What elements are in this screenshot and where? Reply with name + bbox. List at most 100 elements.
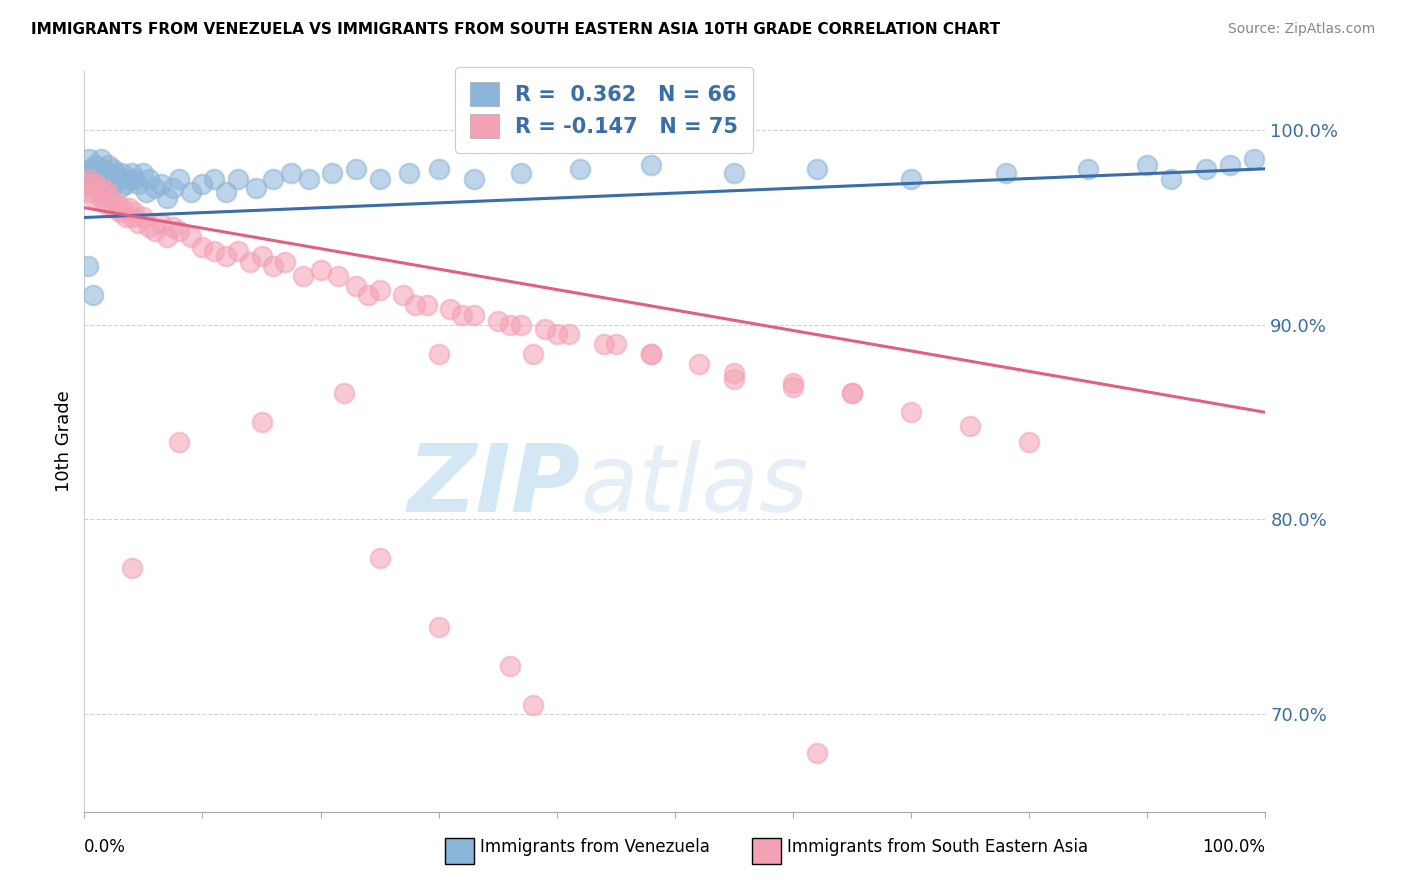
Point	[274, 255, 297, 269]
Point	[298, 171, 321, 186]
Point	[77, 152, 100, 166]
Point	[143, 224, 166, 238]
Point	[557, 327, 579, 342]
Point	[111, 166, 134, 180]
Point	[226, 244, 249, 258]
Point	[344, 278, 367, 293]
Point	[368, 171, 391, 186]
Point	[94, 197, 117, 211]
Point	[132, 166, 155, 180]
Point	[121, 211, 143, 225]
Point	[451, 308, 474, 322]
Point	[723, 367, 745, 381]
Point	[1243, 152, 1265, 166]
Point	[640, 158, 662, 172]
Point	[98, 171, 121, 186]
Point	[368, 283, 391, 297]
Point	[180, 185, 202, 199]
Point	[167, 224, 190, 238]
Point	[98, 191, 121, 205]
Point	[108, 204, 131, 219]
Point	[132, 211, 155, 225]
Point	[98, 181, 121, 195]
Point	[97, 185, 120, 199]
Point	[1219, 158, 1241, 172]
Point	[344, 161, 367, 176]
Point	[84, 158, 107, 172]
Text: Source: ZipAtlas.com: Source: ZipAtlas.com	[1227, 22, 1375, 37]
Point	[510, 318, 533, 332]
Point	[80, 181, 103, 195]
Point	[94, 171, 117, 186]
Point	[1195, 161, 1218, 176]
Point	[1160, 171, 1182, 186]
Point	[392, 288, 415, 302]
Point	[522, 698, 544, 712]
Text: 100.0%: 100.0%	[1202, 838, 1265, 856]
Point	[723, 372, 745, 386]
Y-axis label: 10th Grade: 10th Grade	[55, 391, 73, 492]
Point	[76, 171, 98, 186]
Point	[90, 191, 112, 205]
Point	[167, 434, 190, 449]
Point	[114, 178, 136, 192]
Point	[97, 158, 120, 172]
Point	[76, 178, 98, 192]
Point	[121, 166, 143, 180]
Point	[463, 171, 485, 186]
Point	[226, 171, 249, 186]
Point	[215, 185, 238, 199]
Point	[111, 201, 134, 215]
Point	[104, 166, 127, 180]
Point	[782, 380, 804, 394]
Point	[510, 166, 533, 180]
Point	[162, 181, 184, 195]
Point	[498, 658, 520, 673]
Point	[150, 178, 173, 192]
Point	[486, 314, 509, 328]
Point	[427, 620, 450, 634]
Point	[108, 181, 131, 195]
Point	[688, 357, 710, 371]
Point	[1018, 434, 1040, 449]
Point	[994, 166, 1017, 180]
Point	[101, 161, 124, 176]
Point	[427, 347, 450, 361]
Text: Immigrants from South Eastern Asia: Immigrants from South Eastern Asia	[787, 838, 1088, 856]
Point	[127, 216, 149, 230]
Point	[191, 240, 214, 254]
Point	[127, 178, 149, 192]
Point	[83, 191, 105, 205]
Point	[640, 347, 662, 361]
Point	[107, 171, 129, 186]
Point	[723, 166, 745, 180]
Point	[215, 250, 238, 264]
Point	[534, 321, 557, 335]
Point	[80, 161, 103, 176]
Point	[156, 191, 179, 205]
Point	[87, 181, 110, 195]
Point	[91, 161, 114, 176]
Point	[79, 185, 101, 199]
Point	[114, 211, 136, 225]
Point	[333, 385, 356, 400]
Point	[593, 337, 616, 351]
Point	[150, 216, 173, 230]
Point	[103, 201, 125, 215]
Point	[250, 250, 273, 264]
Text: atlas: atlas	[581, 441, 808, 532]
Point	[782, 376, 804, 390]
Point	[122, 204, 145, 219]
FancyBboxPatch shape	[444, 838, 474, 863]
Point	[103, 178, 125, 192]
Point	[328, 268, 350, 283]
Point	[77, 171, 100, 186]
Text: Immigrants from Venezuela: Immigrants from Venezuela	[479, 838, 710, 856]
Point	[959, 419, 981, 434]
Point	[439, 301, 461, 316]
Point	[97, 166, 120, 180]
Point	[191, 178, 214, 192]
Point	[162, 220, 184, 235]
Point	[167, 171, 190, 186]
Point	[498, 318, 520, 332]
